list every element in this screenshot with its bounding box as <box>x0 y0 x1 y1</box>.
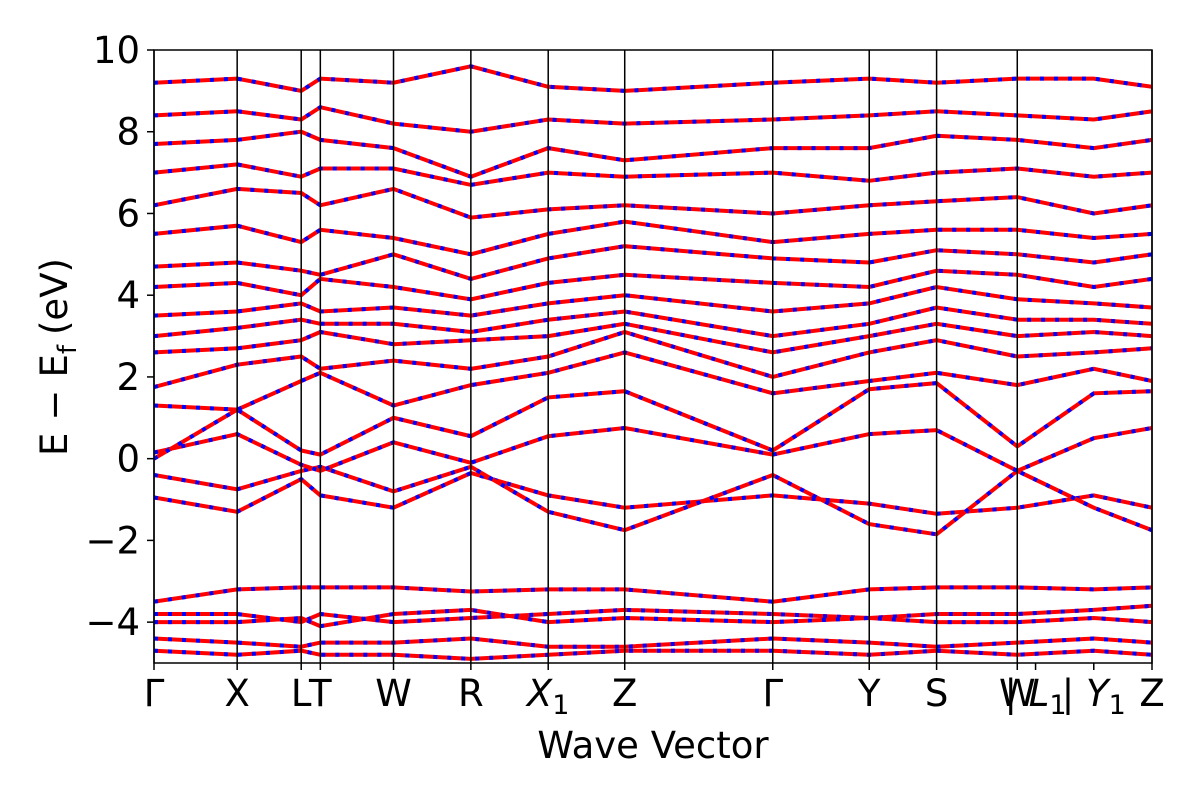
band-spin-up-17 <box>154 585 1152 604</box>
band-spin-up-3 <box>154 381 1152 461</box>
band-spin-down-7 <box>154 305 1152 339</box>
y-tick-label: 4 <box>116 274 140 317</box>
band-spin-down-19 <box>154 607 1152 629</box>
band-spin-down-15 <box>154 105 1152 134</box>
band-spin-down-5 <box>154 329 1152 390</box>
x-tick-label: S <box>925 672 949 715</box>
x-tick-label: Γ <box>762 672 783 715</box>
x-tick-label: | L1 <box>1005 672 1067 721</box>
x-axis-ticks: Γ X LT W R X1 Z Γ Y S W| L1| Y1 Z <box>144 663 1165 721</box>
band-spin-up-11 <box>154 219 1152 257</box>
band-spin-down-13 <box>154 162 1152 187</box>
x-tick-label: Γ <box>144 672 165 715</box>
band-lines <box>154 64 1152 661</box>
y-tick-label: 2 <box>116 356 140 399</box>
band-spin-up-6 <box>154 321 1152 355</box>
x-tick-label: X1 <box>525 672 570 721</box>
band-spin-down-8 <box>154 284 1152 318</box>
band-spin-down-6 <box>154 321 1152 355</box>
y-tick-label: 0 <box>116 438 140 481</box>
band-spin-up-21 <box>154 648 1152 661</box>
x-tick-label: Z <box>612 672 637 715</box>
band-spin-down-2 <box>154 425 1152 474</box>
x-tick-label: | Y1 <box>1062 672 1126 721</box>
y-tick-label: 6 <box>116 192 140 235</box>
band-spin-down-4 <box>154 350 1152 412</box>
band-spin-up-9 <box>154 268 1152 302</box>
band-spin-down-17 <box>154 585 1152 604</box>
x-tick-label: Z <box>1139 672 1164 715</box>
y-tick-label: 8 <box>116 111 140 154</box>
band-spin-up-1 <box>154 464 1152 537</box>
y-axis-label: E−Ef(eV) <box>33 258 83 456</box>
x-tick-label: R <box>458 672 484 715</box>
band-spin-down-1 <box>154 464 1152 537</box>
band-spin-up-12 <box>154 186 1152 220</box>
band-spin-up-16 <box>154 64 1152 94</box>
band-spin-up-0 <box>154 470 1152 516</box>
x-tick-label: W <box>999 672 1036 715</box>
band-spin-up-15 <box>154 105 1152 134</box>
y-tick-label: −4 <box>85 601 140 644</box>
band-spin-down-18 <box>154 603 1152 625</box>
band-spin-up-20 <box>154 636 1152 649</box>
band-spin-up-10 <box>154 244 1152 281</box>
y-tick-label: −2 <box>85 519 140 562</box>
y-tick-label: 10 <box>93 29 140 72</box>
x-axis-label: Wave Vector <box>537 724 769 767</box>
x-tick-label: Y <box>857 672 881 715</box>
plot-frame <box>153 49 1153 664</box>
x-tick-label: T <box>308 672 332 715</box>
x-tick-label: L <box>291 672 312 715</box>
x-tick-label: X <box>224 672 249 715</box>
band-spin-up-14 <box>154 129 1152 179</box>
x-tick-label: W <box>375 672 412 715</box>
band-spin-down-3 <box>154 381 1152 461</box>
y-axis-ticks: −4 −2 0 2 4 6 8 10 <box>85 29 154 644</box>
